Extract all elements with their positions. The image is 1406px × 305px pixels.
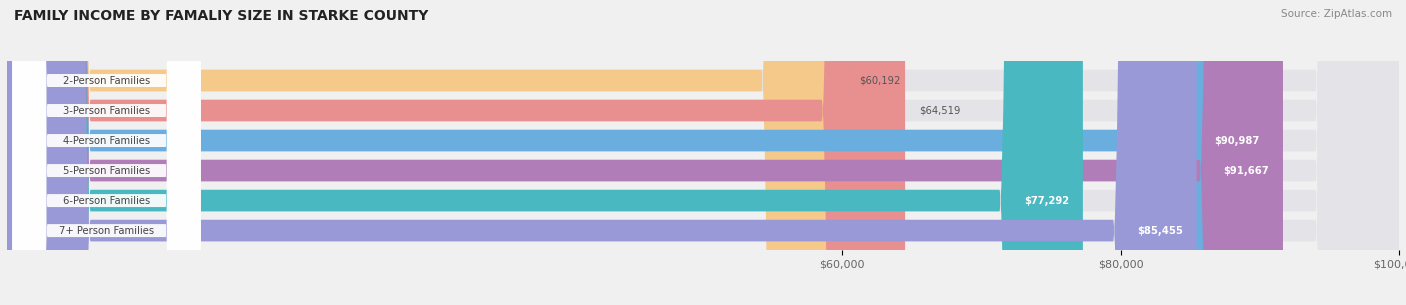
Text: 6-Person Families: 6-Person Families — [63, 196, 150, 206]
Text: 7+ Person Families: 7+ Person Families — [59, 226, 155, 235]
FancyBboxPatch shape — [7, 0, 1399, 305]
FancyBboxPatch shape — [13, 0, 201, 305]
Text: Source: ZipAtlas.com: Source: ZipAtlas.com — [1281, 9, 1392, 19]
Text: 4-Person Families: 4-Person Families — [63, 135, 150, 145]
Text: 5-Person Families: 5-Person Families — [63, 166, 150, 176]
FancyBboxPatch shape — [13, 0, 201, 305]
FancyBboxPatch shape — [7, 0, 1399, 305]
FancyBboxPatch shape — [7, 0, 1399, 305]
FancyBboxPatch shape — [7, 0, 1197, 305]
Text: 2-Person Families: 2-Person Families — [63, 76, 150, 85]
Text: $91,667: $91,667 — [1223, 166, 1270, 176]
FancyBboxPatch shape — [7, 0, 1284, 305]
FancyBboxPatch shape — [13, 0, 201, 305]
FancyBboxPatch shape — [7, 0, 845, 305]
Text: $64,519: $64,519 — [920, 106, 960, 116]
Text: $85,455: $85,455 — [1136, 226, 1182, 235]
Text: 3-Person Families: 3-Person Families — [63, 106, 150, 116]
Text: $90,987: $90,987 — [1215, 135, 1260, 145]
FancyBboxPatch shape — [7, 0, 1399, 305]
FancyBboxPatch shape — [13, 0, 201, 305]
FancyBboxPatch shape — [7, 0, 1399, 305]
Text: FAMILY INCOME BY FAMALIY SIZE IN STARKE COUNTY: FAMILY INCOME BY FAMALIY SIZE IN STARKE … — [14, 9, 429, 23]
FancyBboxPatch shape — [7, 0, 1083, 305]
Text: $77,292: $77,292 — [1024, 196, 1069, 206]
Text: $60,192: $60,192 — [859, 76, 900, 85]
FancyBboxPatch shape — [7, 0, 1274, 305]
FancyBboxPatch shape — [13, 0, 201, 305]
FancyBboxPatch shape — [13, 0, 201, 305]
FancyBboxPatch shape — [7, 0, 905, 305]
FancyBboxPatch shape — [7, 0, 1399, 305]
